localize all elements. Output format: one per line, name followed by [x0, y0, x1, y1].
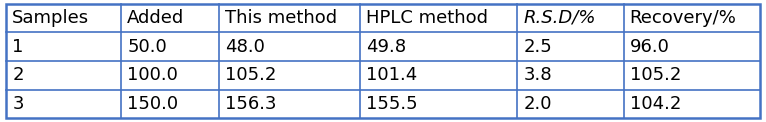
- Text: 100.0: 100.0: [127, 66, 178, 84]
- Text: Samples: Samples: [12, 9, 90, 27]
- Text: 96.0: 96.0: [630, 38, 669, 56]
- Text: Added: Added: [127, 9, 185, 27]
- Text: 105.2: 105.2: [630, 66, 681, 84]
- Text: 150.0: 150.0: [127, 95, 178, 113]
- Text: 104.2: 104.2: [630, 95, 681, 113]
- Text: Recovery/%: Recovery/%: [630, 9, 737, 27]
- Text: 3.8: 3.8: [523, 66, 552, 84]
- Text: 48.0: 48.0: [225, 38, 265, 56]
- Text: 2.0: 2.0: [523, 95, 552, 113]
- Text: This method: This method: [225, 9, 337, 27]
- Text: 155.5: 155.5: [365, 95, 417, 113]
- Text: 156.3: 156.3: [225, 95, 277, 113]
- Text: 50.0: 50.0: [127, 38, 167, 56]
- Text: R.S.D/%: R.S.D/%: [523, 9, 596, 27]
- Text: HPLC method: HPLC method: [365, 9, 488, 27]
- Text: 2.5: 2.5: [523, 38, 552, 56]
- Text: 49.8: 49.8: [365, 38, 406, 56]
- Text: 2: 2: [12, 66, 24, 84]
- Text: 3: 3: [12, 95, 24, 113]
- Text: 1: 1: [12, 38, 24, 56]
- Text: 101.4: 101.4: [365, 66, 417, 84]
- Text: 105.2: 105.2: [225, 66, 277, 84]
